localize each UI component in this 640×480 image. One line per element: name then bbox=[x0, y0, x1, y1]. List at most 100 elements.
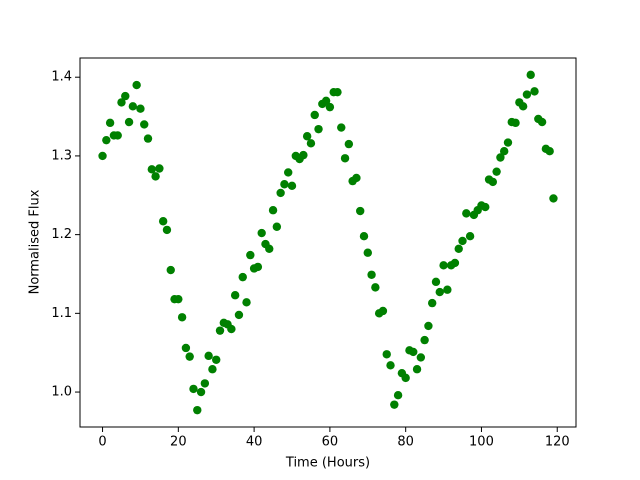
point bbox=[200, 379, 210, 388]
point bbox=[196, 387, 206, 397]
point bbox=[496, 153, 505, 162]
point bbox=[545, 146, 554, 156]
plot-frame bbox=[79, 57, 577, 428]
y-tick-label: 1.2 bbox=[51, 227, 72, 242]
point bbox=[352, 173, 361, 183]
point bbox=[136, 104, 145, 113]
x-tick-label: 40 bbox=[246, 435, 263, 450]
point bbox=[314, 124, 323, 134]
point bbox=[409, 347, 418, 357]
point bbox=[310, 110, 319, 120]
point bbox=[174, 294, 183, 304]
point bbox=[450, 258, 460, 268]
point bbox=[302, 132, 312, 141]
point bbox=[268, 206, 278, 215]
point bbox=[140, 120, 149, 129]
point bbox=[166, 265, 175, 275]
point bbox=[132, 80, 141, 90]
point bbox=[272, 222, 282, 231]
point bbox=[337, 123, 346, 132]
point bbox=[257, 228, 266, 238]
point bbox=[189, 384, 198, 394]
y-tick-label: 1.4 bbox=[51, 70, 72, 85]
point bbox=[185, 352, 194, 361]
point bbox=[371, 283, 380, 292]
point bbox=[333, 87, 342, 97]
point bbox=[530, 87, 539, 96]
point bbox=[393, 391, 403, 400]
point bbox=[344, 139, 354, 149]
y-tick-label: 1.1 bbox=[51, 306, 72, 321]
x-tick-label: 60 bbox=[322, 435, 339, 450]
point bbox=[284, 168, 293, 177]
point bbox=[158, 217, 168, 226]
point bbox=[147, 165, 157, 174]
point bbox=[443, 285, 452, 294]
point bbox=[499, 146, 509, 156]
y-axis-label: Normalised Flux bbox=[28, 189, 43, 294]
point bbox=[105, 118, 115, 128]
point bbox=[113, 131, 122, 140]
x-tick-label: 80 bbox=[397, 435, 414, 450]
point bbox=[253, 262, 263, 272]
point bbox=[340, 154, 350, 163]
point bbox=[124, 117, 134, 127]
point bbox=[306, 139, 316, 148]
x-tick-label: 120 bbox=[545, 435, 570, 450]
point bbox=[287, 181, 297, 191]
point bbox=[386, 361, 395, 370]
point bbox=[299, 150, 308, 160]
point bbox=[208, 365, 217, 374]
point bbox=[465, 232, 475, 241]
x-axis-label: Time (Hours) bbox=[285, 456, 370, 471]
y-tick-label: 1.3 bbox=[51, 148, 72, 163]
point bbox=[246, 250, 255, 260]
point bbox=[193, 405, 202, 415]
point bbox=[98, 151, 107, 161]
point bbox=[102, 135, 111, 145]
point bbox=[265, 244, 274, 253]
point bbox=[454, 244, 463, 253]
point bbox=[155, 164, 164, 173]
point bbox=[121, 91, 130, 101]
point bbox=[227, 324, 236, 334]
point bbox=[412, 365, 422, 374]
point bbox=[526, 70, 535, 80]
point bbox=[537, 117, 547, 127]
x-tick-label: 20 bbox=[170, 435, 187, 450]
point bbox=[181, 343, 191, 353]
point bbox=[325, 102, 335, 112]
x-tick-label: 100 bbox=[469, 435, 494, 450]
point bbox=[522, 90, 532, 99]
point bbox=[356, 206, 365, 216]
point bbox=[230, 291, 240, 300]
point bbox=[162, 225, 172, 235]
point bbox=[503, 138, 513, 147]
point bbox=[435, 287, 444, 297]
point bbox=[378, 306, 388, 316]
point bbox=[424, 321, 433, 331]
point bbox=[439, 261, 448, 270]
point bbox=[321, 96, 331, 106]
point bbox=[238, 272, 247, 282]
point bbox=[492, 167, 501, 176]
point bbox=[401, 373, 410, 383]
point bbox=[242, 298, 251, 307]
point bbox=[276, 188, 285, 198]
point bbox=[428, 298, 437, 308]
point bbox=[363, 248, 372, 257]
point bbox=[204, 351, 213, 361]
point bbox=[177, 313, 187, 322]
point bbox=[382, 350, 391, 359]
point bbox=[143, 134, 153, 143]
point bbox=[215, 326, 225, 335]
point bbox=[420, 335, 429, 345]
point bbox=[481, 202, 490, 212]
point bbox=[518, 102, 528, 111]
point bbox=[280, 180, 289, 189]
point bbox=[151, 172, 160, 181]
point bbox=[359, 232, 369, 241]
point bbox=[117, 98, 126, 107]
